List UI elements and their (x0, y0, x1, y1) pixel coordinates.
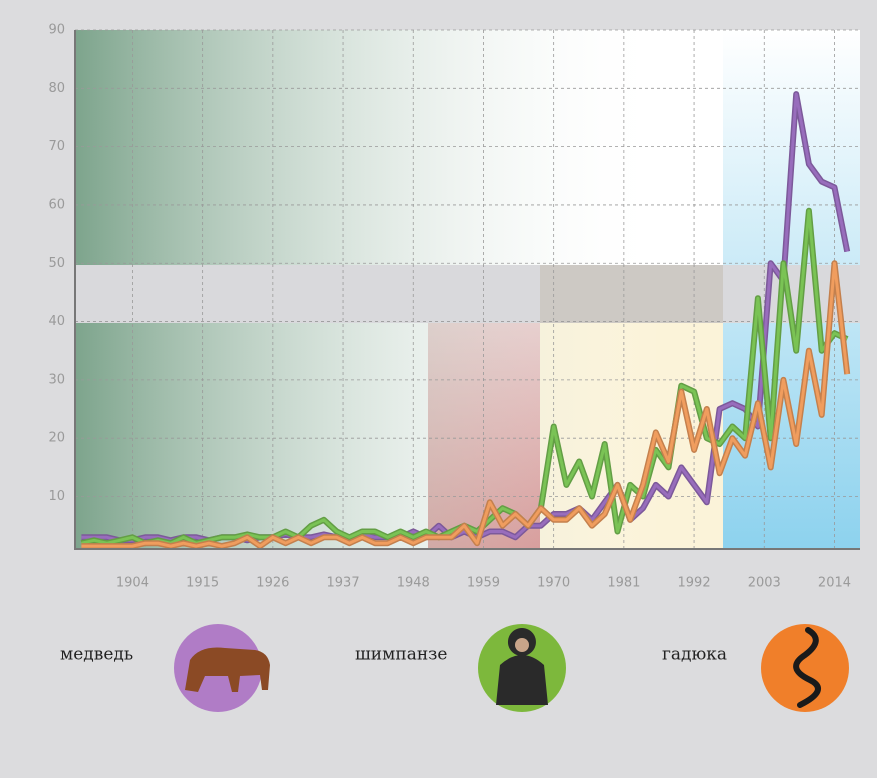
x-tick-label: 1915 (186, 576, 219, 591)
band-gray (75, 265, 860, 323)
x-tick-label: 1959 (467, 576, 500, 591)
y-tick-label: 10 (48, 489, 65, 504)
y-tick-label: 50 (48, 256, 65, 271)
x-tick-label: 1948 (397, 576, 430, 591)
x-tick-label: 1992 (678, 576, 711, 591)
x-tick-label: 2003 (748, 576, 781, 591)
legend-label: шимпанзе (355, 645, 448, 665)
x-tick-label: 1937 (327, 576, 360, 591)
band-gray-dark (540, 265, 723, 323)
y-tick-label: 60 (48, 197, 65, 212)
legend-label: медведь (60, 645, 133, 665)
x-tick-label: 1970 (537, 576, 570, 591)
y-tick-label: 30 (48, 372, 65, 387)
chimp-face (515, 638, 529, 652)
legend: медведь шимпанзе гадюка (60, 624, 849, 712)
y-tick-label: 90 (48, 23, 65, 38)
y-tick-label: 80 (48, 81, 65, 96)
page: {"chart_data": {"type": "line", "x": [18… (0, 0, 877, 778)
y-tick-label: 20 (48, 431, 65, 446)
x-tick-label: 2014 (818, 576, 851, 591)
legend-label: гадюка (662, 645, 727, 665)
y-tick-label: 40 (48, 314, 65, 329)
chart: медведь шимпанзе гадюка 10 20 30 40 50 60 70 80… (0, 0, 877, 778)
x-tick-label: 1981 (607, 576, 640, 591)
x-tick-label: 1926 (256, 576, 289, 591)
x-tick-label: 1904 (116, 576, 149, 591)
y-tick-label: 70 (48, 139, 65, 154)
legend-icon (761, 624, 849, 712)
